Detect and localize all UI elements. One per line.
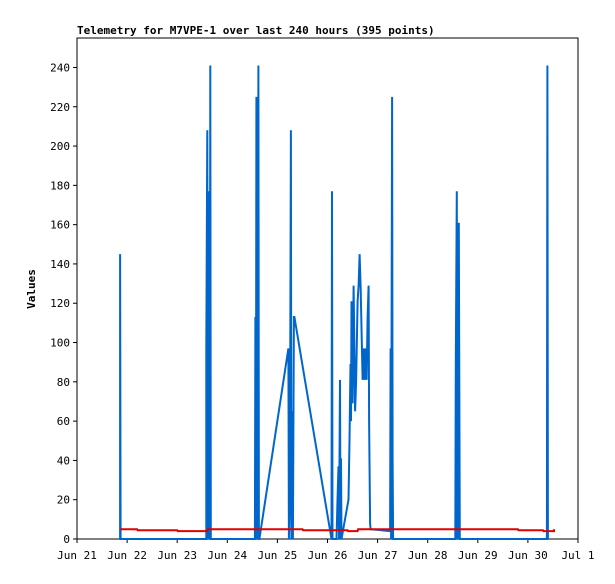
y-tick-label: 40 xyxy=(57,454,70,467)
y-tick-label: 100 xyxy=(50,337,70,350)
y-tick-label: 220 xyxy=(50,101,70,114)
series-layer xyxy=(119,65,555,540)
x-tick-label: Jun 21 xyxy=(57,549,97,562)
series-line-0 xyxy=(119,65,549,540)
y-tick-label: 140 xyxy=(50,258,70,271)
x-tick-label: Jun 22 xyxy=(107,549,147,562)
x-tick-label: Jun 30 xyxy=(508,549,548,562)
x-tick-label: Jun 29 xyxy=(458,549,498,562)
y-tick-label: 0 xyxy=(63,533,70,546)
x-tick-label: Jun 28 xyxy=(408,549,448,562)
y-tick-label: 80 xyxy=(57,376,70,389)
x-tick-label: Jun 23 xyxy=(157,549,197,562)
y-tick-label: 240 xyxy=(50,61,70,74)
y-tick-label: 160 xyxy=(50,219,70,232)
y-tick-label: 120 xyxy=(50,297,70,310)
y-tick-label: 200 xyxy=(50,140,70,153)
x-axis-ticks: Jun 21 Jun 22 Jun 23 Jun 24 Jun 25 Jun 26 Jun … xyxy=(57,539,595,562)
chart-title: Telemetry for M7VPE-1 over last 240 hour… xyxy=(77,24,435,37)
y-axis-ticks: 0 20 40 60 80 100 120 140 160 180 200 220 240 xyxy=(50,61,77,546)
x-tick-label: Jun 25 xyxy=(258,549,298,562)
y-axis-label: Values xyxy=(25,269,38,309)
x-tick-label: Jun 24 xyxy=(207,549,247,562)
y-tick-label: 20 xyxy=(57,494,70,507)
plot-frame xyxy=(76,37,579,540)
y-tick-label: 60 xyxy=(57,415,70,428)
series-line-1 xyxy=(120,528,555,533)
x-tick-label: Jun 26 xyxy=(308,549,348,562)
y-tick-label: 180 xyxy=(50,179,70,192)
x-tick-label: Jul 1 xyxy=(561,549,594,562)
x-tick-label: Jun 27 xyxy=(358,549,398,562)
